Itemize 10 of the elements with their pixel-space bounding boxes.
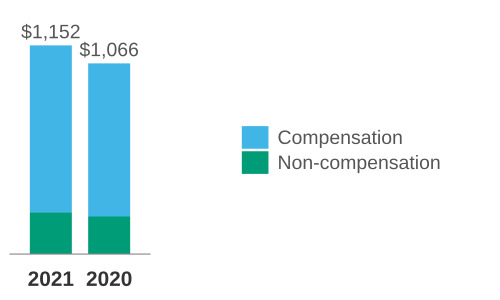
bar [30,212,72,254]
bar [88,63,130,217]
annotation: $1,066 [80,42,138,59]
bar [88,216,130,254]
annotation: $1,152 [21,24,80,41]
x-tick-label: 2020 [86,271,132,286]
x-tick-label: 2021 [28,271,74,286]
bar [30,45,72,212]
legend-label: Compensation [278,130,402,148]
legend-label: Non-compensation [279,154,440,174]
